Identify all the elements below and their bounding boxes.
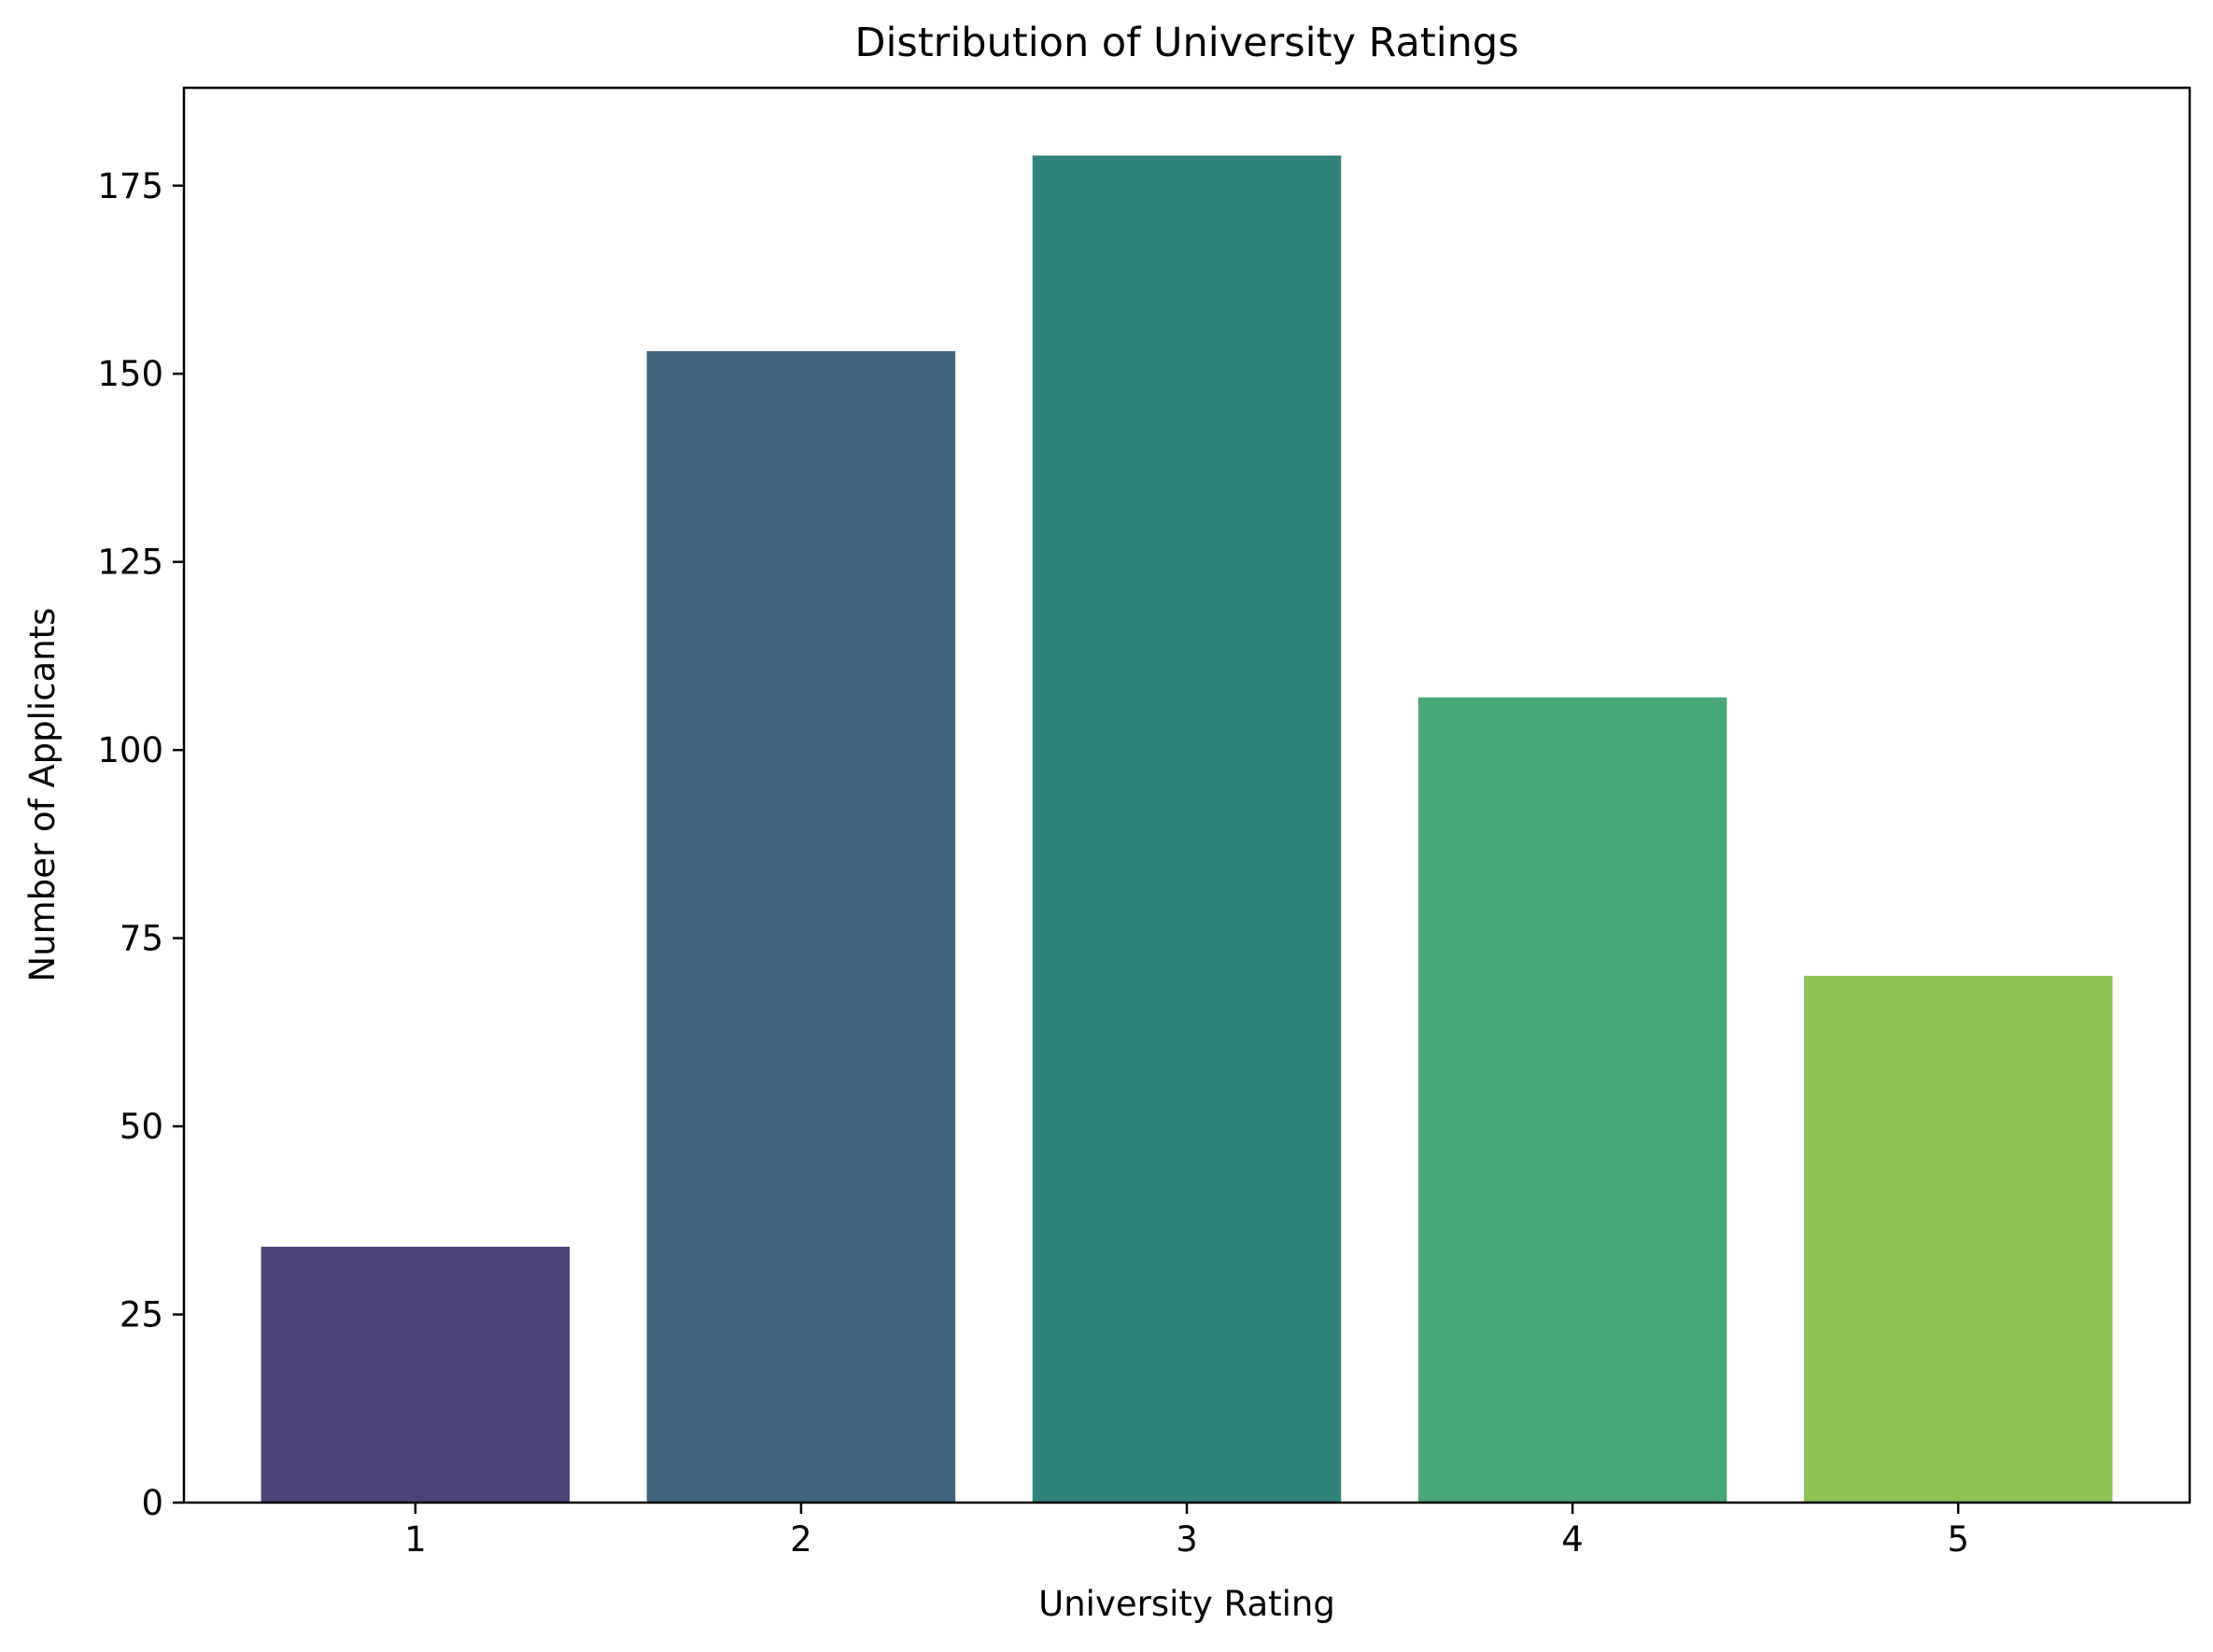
bar-rating-4 [1417, 697, 1727, 1503]
bars-layer [261, 155, 2113, 1503]
y-tick-label: 50 [120, 1107, 163, 1147]
y-tick-label: 75 [120, 919, 163, 959]
x-tick-label: 1 [404, 1519, 427, 1560]
x-tick-label: 3 [1176, 1519, 1198, 1560]
x-tick-label: 4 [1561, 1519, 1584, 1560]
bar-rating-5 [1803, 975, 2113, 1503]
bar-rating-1 [261, 1247, 571, 1503]
y-axis-label: Number of Applicants [22, 608, 63, 982]
y-tick-label: 150 [97, 354, 163, 394]
bar-rating-3 [1032, 155, 1342, 1503]
y-tick-label: 25 [120, 1295, 163, 1335]
y-tick-label: 175 [97, 166, 163, 206]
y-axis-ticks: 0 25 50 75 100 125 150 175 [97, 166, 184, 1523]
x-tick-label: 2 [790, 1519, 812, 1560]
bar-rating-2 [646, 351, 956, 1503]
chart-title: Distribution of University Ratings [854, 20, 1518, 66]
plot-frame [182, 86, 2192, 1504]
y-tick-label: 0 [141, 1483, 163, 1523]
y-tick-label: 125 [97, 543, 163, 583]
y-tick-label: 100 [97, 730, 163, 770]
x-axis-label: University Rating [1038, 1584, 1335, 1624]
x-axis-ticks: 1 2 3 4 5 [404, 1503, 1969, 1560]
x-tick-label: 5 [1947, 1519, 1969, 1560]
